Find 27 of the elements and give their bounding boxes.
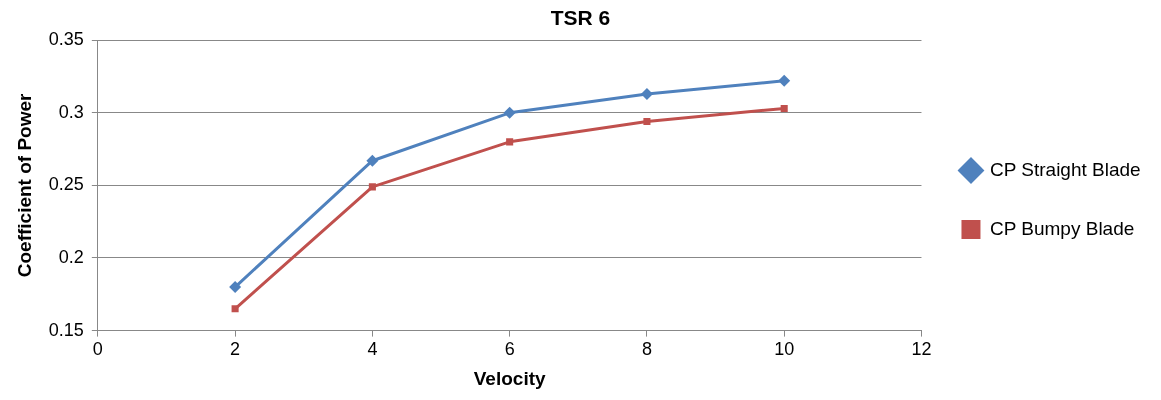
point (231, 305, 239, 313)
y-tick-label: 0.35 (48, 29, 84, 50)
x-axis-title: Velocity (473, 367, 546, 389)
y-tick-label: 0.2 (58, 246, 84, 267)
y-axis-title: Coefficient of Power (13, 92, 35, 278)
chart-title: TSR 6 (550, 6, 611, 30)
x-tick-label: 10 (774, 339, 795, 360)
y-tick-label: 0.3 (58, 101, 84, 122)
y-tick-label: 0.25 (48, 174, 84, 195)
point (229, 281, 242, 294)
point (778, 74, 791, 87)
legend-label: CP Straight Blade (989, 158, 1141, 180)
x-tick-label: 0 (92, 339, 103, 360)
point (368, 183, 376, 191)
x-tick-label: 12 (911, 339, 932, 360)
point (506, 138, 514, 146)
point (640, 87, 653, 100)
point (780, 104, 788, 112)
x-tick-label: 8 (641, 339, 652, 360)
x-tick-label: 2 (230, 339, 241, 360)
point (503, 106, 516, 119)
y-tick-label: 0.15 (48, 319, 84, 340)
point (366, 154, 379, 167)
point (643, 117, 651, 126)
x-tick-label: 4 (367, 339, 378, 360)
legend-label: CP Bumpy Blade (989, 217, 1135, 239)
x-tick-label: 6 (504, 339, 515, 360)
